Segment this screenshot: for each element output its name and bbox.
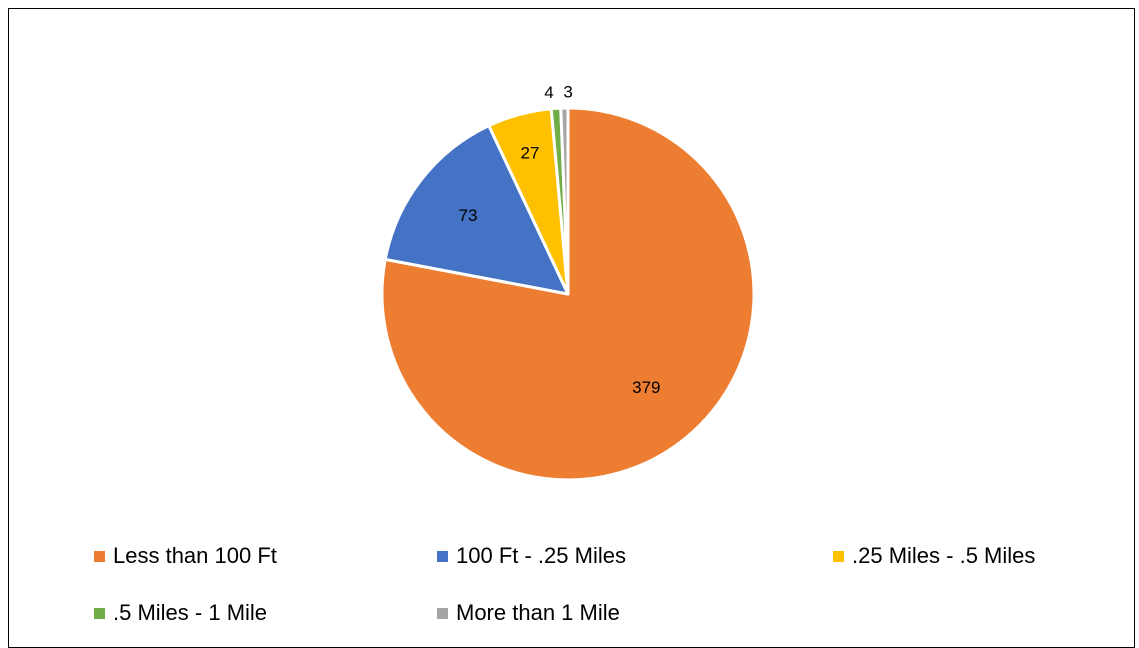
pie-slice-100-ft-25-miles: [383, 124, 570, 296]
data-label: 27: [521, 143, 540, 162]
pie-slices: [380, 106, 756, 482]
data-label: 4: [544, 83, 553, 102]
data-label: 3: [563, 83, 572, 102]
data-label: 73: [459, 206, 478, 225]
data-label: 379: [632, 378, 660, 397]
pie-slice-more-than-1-mile: [559, 106, 570, 296]
pie-data-labels: 379 73 27 4 3: [459, 83, 661, 397]
